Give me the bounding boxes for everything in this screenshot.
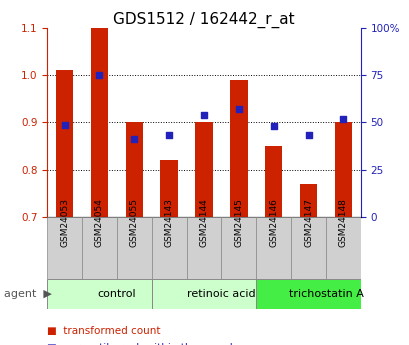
Text: GSM24054: GSM24054 (95, 198, 103, 247)
Point (96, 72, 103, 78)
Bar (195, 122, 212, 217)
Text: trichostatin A: trichostatin A (288, 289, 362, 299)
Bar (186, 217, 221, 279)
Title: GDS1512 / 162442_r_at: GDS1512 / 162442_r_at (113, 11, 294, 28)
Bar (299, 184, 317, 217)
Text: GSM24147: GSM24147 (303, 198, 312, 247)
Point (61, 122, 68, 128)
Text: GSM24144: GSM24144 (199, 198, 208, 247)
Text: ■  transformed count: ■ transformed count (47, 326, 160, 336)
Text: agent  ▶: agent ▶ (4, 289, 52, 299)
Bar (47, 217, 82, 279)
Text: GSM24146: GSM24146 (269, 198, 277, 247)
Bar (56, 70, 73, 217)
Text: GSM24145: GSM24145 (234, 198, 243, 247)
Bar (160, 160, 178, 217)
Text: retinoic acid: retinoic acid (187, 289, 255, 299)
Point (339, 116, 346, 121)
Point (270, 124, 276, 129)
Bar (221, 217, 256, 279)
Bar (90, 28, 108, 217)
Bar (82, 217, 117, 279)
Bar (47, 279, 151, 309)
Text: GSM24143: GSM24143 (164, 198, 173, 247)
Bar (125, 122, 143, 217)
Bar (325, 217, 360, 279)
Bar (264, 146, 282, 217)
Text: ■  percentile rank within the sample: ■ percentile rank within the sample (47, 343, 239, 345)
Point (305, 132, 311, 138)
Bar (229, 80, 247, 217)
Point (131, 136, 137, 142)
Bar (256, 279, 360, 309)
Bar (117, 217, 151, 279)
Bar (151, 279, 256, 309)
Bar (290, 217, 325, 279)
Bar (256, 217, 290, 279)
Text: GSM24055: GSM24055 (130, 198, 138, 247)
Point (235, 106, 242, 112)
Text: control: control (97, 289, 136, 299)
Bar (151, 217, 186, 279)
Bar (334, 122, 351, 217)
Point (200, 112, 207, 118)
Text: GSM24148: GSM24148 (338, 198, 347, 247)
Text: GSM24053: GSM24053 (60, 198, 69, 247)
Point (166, 132, 172, 138)
